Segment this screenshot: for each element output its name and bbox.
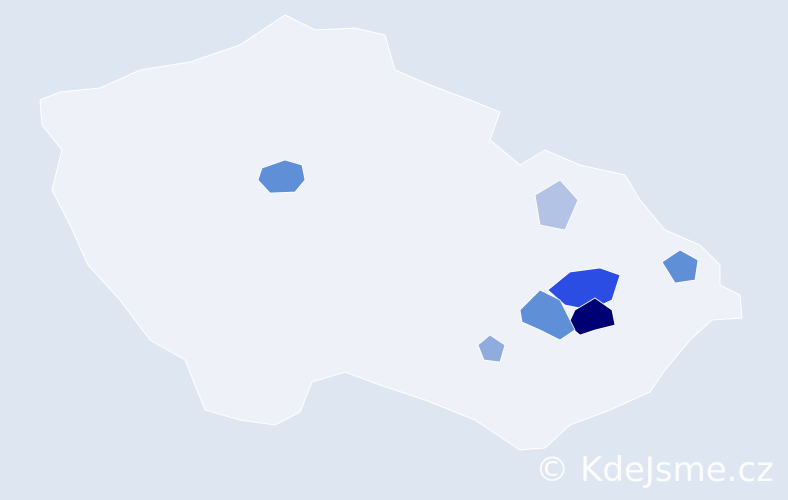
district-region xyxy=(661,249,699,284)
district-region xyxy=(547,267,621,311)
district-region xyxy=(519,289,576,341)
watermark: © KdeJsme.cz xyxy=(535,450,774,490)
district-region xyxy=(534,179,579,231)
district-region xyxy=(477,334,506,363)
country-outline xyxy=(39,14,743,451)
district-region xyxy=(257,159,306,194)
